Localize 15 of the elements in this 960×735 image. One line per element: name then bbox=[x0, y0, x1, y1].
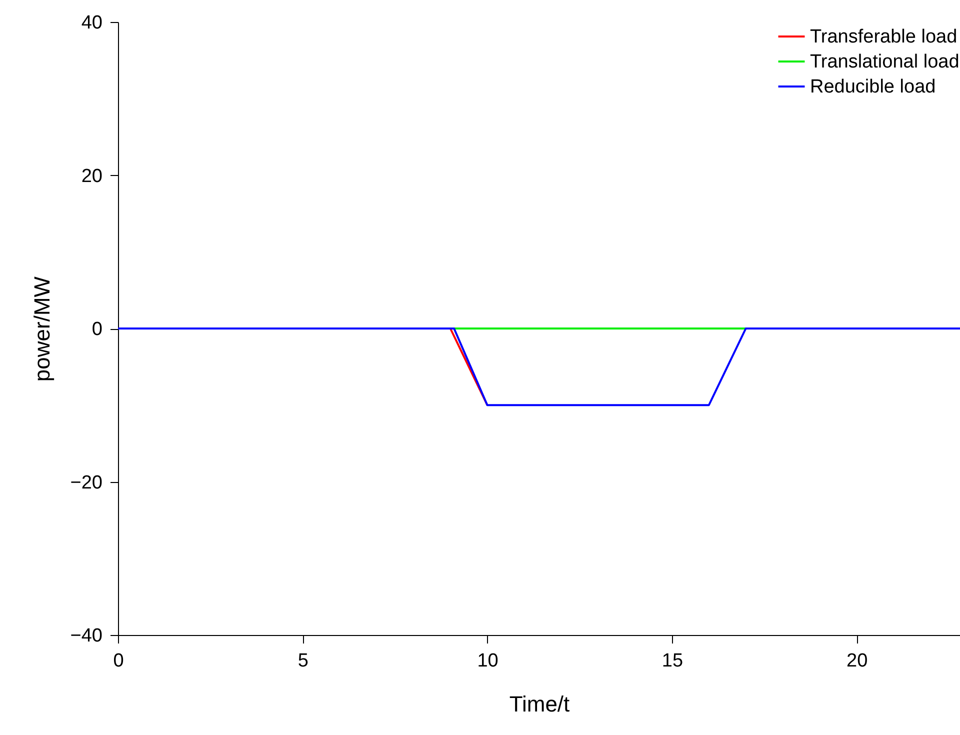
x-tick-label: 10 bbox=[477, 650, 498, 672]
x-axis-title: Time/t bbox=[509, 692, 570, 716]
x-tick-label: 0 bbox=[113, 650, 124, 672]
x-tick-label: 20 bbox=[846, 650, 868, 672]
y-tick-label: 40 bbox=[81, 12, 102, 34]
x-tick-label: 15 bbox=[662, 650, 684, 672]
y-tick-label: −40 bbox=[70, 626, 102, 646]
y-axis-title: power/MW bbox=[29, 276, 54, 382]
x-tick-label: 5 bbox=[298, 650, 308, 672]
legend-label: Transferable load bbox=[810, 26, 958, 48]
y-tick-label: 20 bbox=[81, 166, 102, 187]
legend-label: Reducible load bbox=[810, 76, 936, 98]
y-tick-label: 0 bbox=[92, 319, 102, 340]
legend-label: Translational load bbox=[810, 52, 960, 72]
y-tick-label: −20 bbox=[70, 472, 102, 494]
